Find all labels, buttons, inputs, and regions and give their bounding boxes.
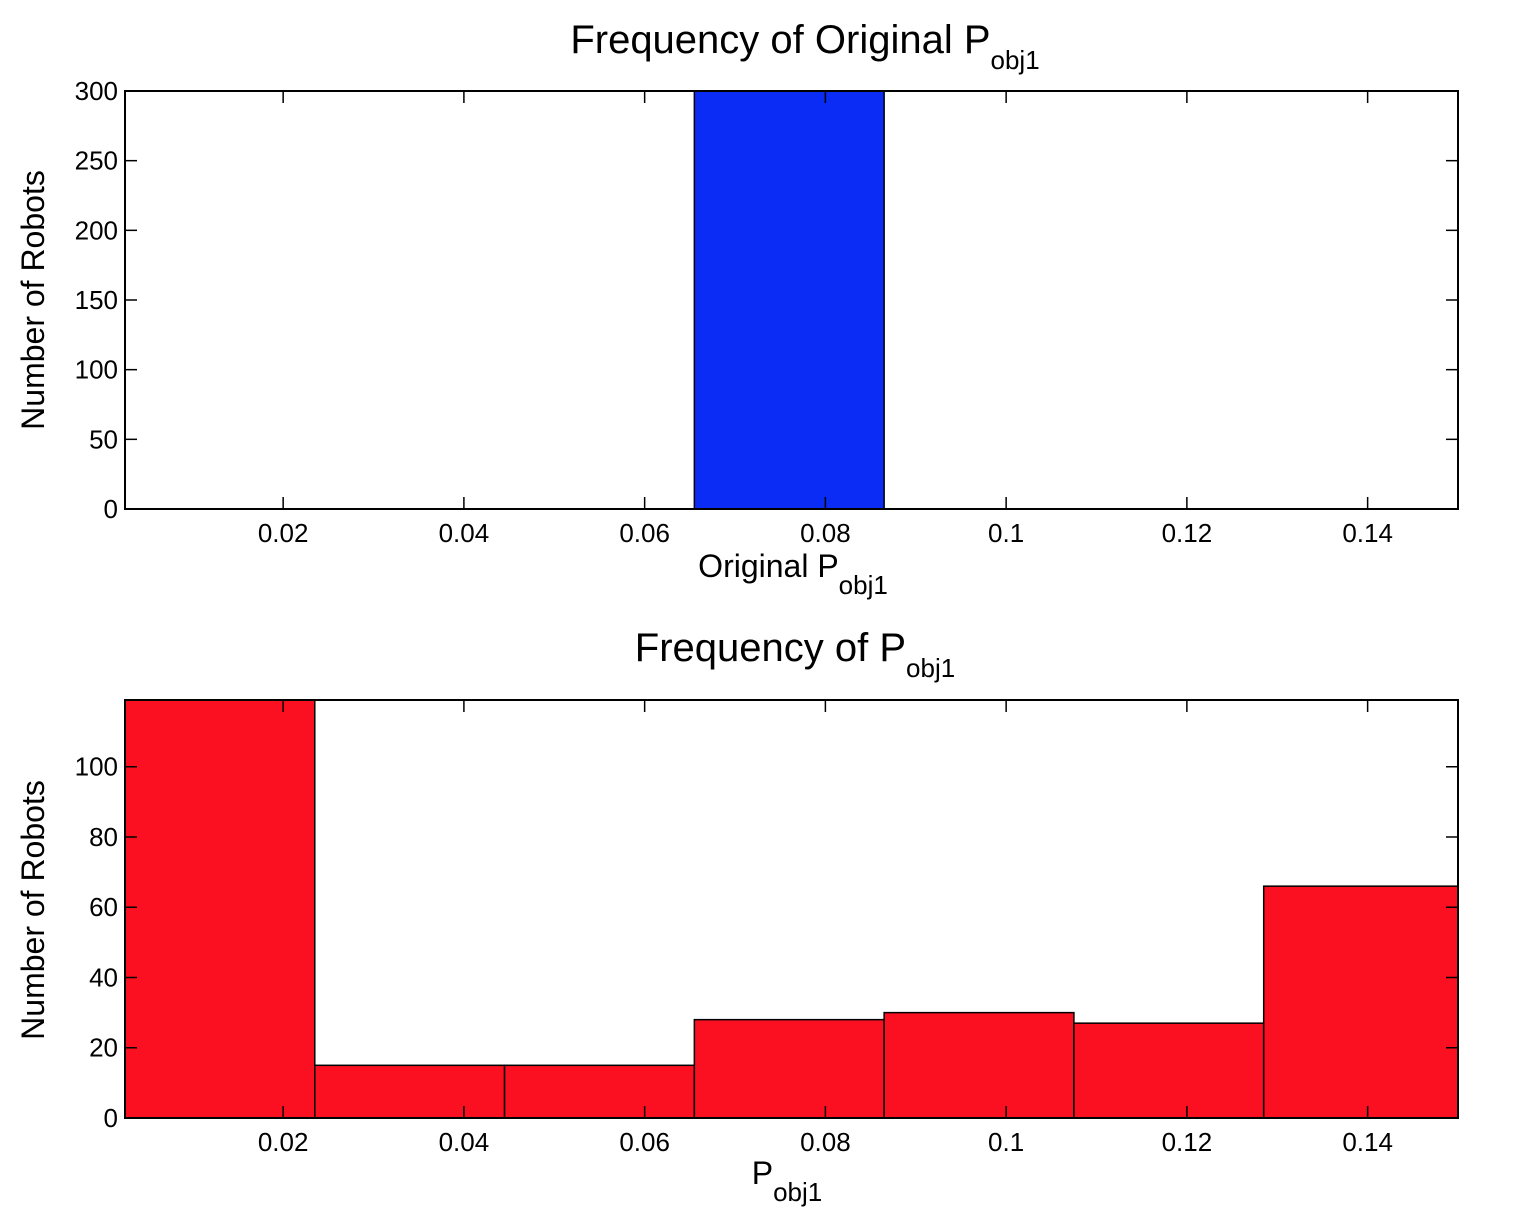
x-tick-label: 0.08 xyxy=(800,518,851,548)
chart-title-subscript: obj1 xyxy=(991,45,1040,75)
y-tick-label: 20 xyxy=(89,1033,118,1063)
histogram-bar xyxy=(1262,885,1459,1119)
y-axis-title: Number of Robots xyxy=(15,780,51,1040)
x-tick-label: 0.04 xyxy=(439,518,490,548)
x-axis-title-subscript: obj1 xyxy=(773,1177,822,1207)
x-tick-label: 0.14 xyxy=(1342,1127,1393,1157)
histogram-bar xyxy=(503,1064,696,1119)
plot-frame xyxy=(124,90,1459,510)
y-axis-title: Number of Robots xyxy=(15,170,51,430)
x-tick-label: 0.06 xyxy=(619,1127,670,1157)
x-tick-label: 0.12 xyxy=(1162,518,1213,548)
y-tick-label: 250 xyxy=(75,146,118,176)
x-axis-title-main: Original P xyxy=(698,548,839,584)
y-tick-label: 150 xyxy=(75,285,118,315)
y-tick-label: 50 xyxy=(89,424,118,454)
y-tick-label: 100 xyxy=(75,355,118,385)
original-pobj1-histogram: Frequency of Original Pobj1 Number of Ro… xyxy=(15,18,1459,600)
histogram-bar xyxy=(314,1064,506,1119)
histogram-bar xyxy=(693,1018,885,1119)
histogram-bar xyxy=(1073,1022,1265,1119)
x-tick-label: 0.02 xyxy=(258,1127,309,1157)
x-tick-label: 0.1 xyxy=(988,1127,1024,1157)
histogram-bar xyxy=(883,1011,1075,1119)
plot-frame xyxy=(124,699,1459,1119)
x-axis-title-subscript: obj1 xyxy=(839,570,888,600)
y-tick-label: 0 xyxy=(104,1103,118,1133)
histogram-bar xyxy=(124,699,316,1119)
y-tick-label: 80 xyxy=(89,822,118,852)
x-tick-label: 0.1 xyxy=(988,518,1024,548)
chart-title-main: Frequency of P xyxy=(635,626,906,670)
y-tick-label: 60 xyxy=(89,892,118,922)
x-tick-label: 0.14 xyxy=(1342,518,1393,548)
x-axis-title: Pobj1 xyxy=(752,1155,823,1207)
x-axis-title: Original Pobj1 xyxy=(698,548,888,600)
x-tick-label: 0.12 xyxy=(1162,1127,1213,1157)
y-tick-label: 100 xyxy=(75,752,118,782)
x-tick-label: 0.04 xyxy=(439,1127,490,1157)
x-axis-title-main: P xyxy=(752,1155,773,1191)
x-tick-label: 0.02 xyxy=(258,518,309,548)
x-tick-label: 0.08 xyxy=(800,1127,851,1157)
pobj1-histogram: Frequency of Pobj1 Number of Robots Pobj… xyxy=(15,626,1459,1207)
y-tick-label: 40 xyxy=(89,962,118,992)
chart-title: Frequency of Original Pobj1 xyxy=(570,18,1039,75)
chart-title-main: Frequency of Original P xyxy=(570,18,990,62)
x-tick-label: 0.06 xyxy=(619,518,670,548)
histogram-bar xyxy=(693,90,885,510)
chart-title: Frequency of Pobj1 xyxy=(635,626,955,683)
y-tick-label: 0 xyxy=(104,494,118,524)
y-tick-label: 200 xyxy=(75,215,118,245)
y-tick-label: 300 xyxy=(75,76,118,106)
chart-title-subscript: obj1 xyxy=(906,653,955,683)
